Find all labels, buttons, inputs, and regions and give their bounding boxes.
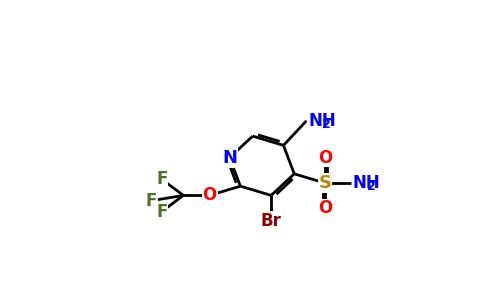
Text: N: N [222,149,237,167]
Text: 2: 2 [322,118,331,131]
Text: O: O [318,200,332,217]
Text: F: F [156,202,167,220]
Text: O: O [318,149,332,167]
Text: NH: NH [308,112,336,130]
Text: NH: NH [353,174,380,192]
Text: 2: 2 [367,180,376,194]
Text: F: F [156,170,167,188]
Text: Br: Br [261,212,282,230]
Text: S: S [318,174,332,192]
Text: F: F [145,192,157,210]
Text: O: O [202,186,217,204]
